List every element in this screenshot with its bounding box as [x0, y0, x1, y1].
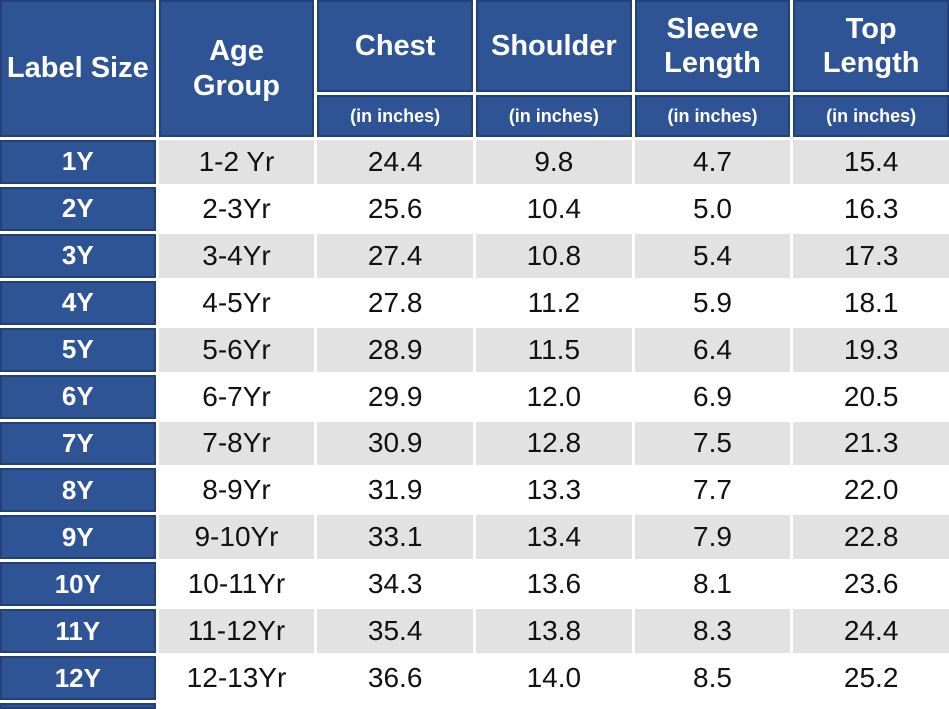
sleeve-length-cell: 8.3: [634, 609, 791, 654]
shoulder-cell: 9.8: [476, 140, 632, 184]
sleeve-length-cell: 6.4: [634, 327, 791, 372]
age-group-cell: 7-8Yr: [158, 421, 315, 466]
label-size-cell: 12Y: [0, 656, 156, 700]
shoulder-cell: 12.8: [476, 421, 632, 466]
chest-cell: 31.9: [317, 468, 473, 513]
age-group-cell: 1-2 Yr: [158, 140, 315, 184]
label-size-cell: 10Y: [0, 562, 156, 607]
top-length-cell: 18.1: [793, 280, 949, 325]
header-subcell-top-units: (in inches): [793, 95, 949, 137]
sleeve-length-cell: 7.5: [634, 421, 791, 466]
shoulder-cell: 13.6: [476, 562, 632, 607]
header-subcell-chest-units: (in inches): [317, 95, 473, 137]
label-size-cell: 3Y: [0, 233, 156, 278]
age-group-cell: 6-7Yr: [158, 374, 315, 419]
chest-cell: 36.6: [317, 656, 473, 700]
label-size-cell: 7Y: [0, 421, 156, 466]
shoulder-cell: 10.4: [476, 186, 632, 231]
age-group-cell: 5-6Yr: [158, 327, 315, 372]
top-length-cell: 20.5: [793, 374, 949, 419]
header-cell-shoulder: Shoulder: [476, 0, 632, 92]
label-size-cell: 6Y: [0, 374, 156, 419]
sleeve-length-cell: 5.9: [634, 280, 791, 325]
top-length-cell: 22.8: [793, 515, 949, 560]
header-cell-chest: Chest: [317, 0, 473, 92]
partial-next-row-cell: [0, 703, 156, 709]
shoulder-cell: 13.4: [476, 515, 632, 560]
label-size-cell: 9Y: [0, 515, 156, 560]
shoulder-cell: 11.2: [476, 280, 632, 325]
sleeve-length-cell: 7.7: [634, 468, 791, 513]
age-group-cell: 2-3Yr: [158, 186, 315, 231]
header-cell-label-size: Label Size: [0, 0, 156, 137]
sleeve-length-cell: 5.4: [634, 233, 791, 278]
label-size-cell: 4Y: [0, 280, 156, 325]
chest-cell: 27.8: [317, 280, 473, 325]
shoulder-cell: 13.8: [476, 609, 632, 654]
top-length-cell: 24.4: [793, 609, 949, 654]
chest-cell: 24.4: [317, 140, 473, 184]
chest-cell: 30.9: [317, 421, 473, 466]
age-group-cell: 8-9Yr: [158, 468, 315, 513]
label-size-cell: 8Y: [0, 468, 156, 513]
header-cell-top-length: Top Length: [793, 0, 949, 92]
age-group-cell: 10-11Yr: [158, 562, 315, 607]
top-length-cell: 17.3: [793, 233, 949, 278]
top-length-cell: 19.3: [793, 327, 949, 372]
sleeve-length-cell: 8.5: [634, 656, 791, 700]
age-group-cell: 11-12Yr: [158, 609, 315, 654]
age-group-cell: 4-5Yr: [158, 280, 315, 325]
shoulder-cell: 11.5: [476, 327, 632, 372]
shoulder-cell: 14.0: [476, 656, 632, 700]
top-length-cell: 21.3: [793, 421, 949, 466]
header-subcell-shoulder-units: (in inches): [476, 95, 632, 137]
header-cell-age-group: Age Group: [158, 0, 315, 137]
sleeve-length-cell: 5.0: [634, 186, 791, 231]
top-length-cell: 23.6: [793, 562, 949, 607]
sleeve-length-cell: 7.9: [634, 515, 791, 560]
chest-cell: 33.1: [317, 515, 473, 560]
chest-cell: 28.9: [317, 327, 473, 372]
top-length-cell: 25.2: [793, 656, 949, 700]
chest-cell: 34.3: [317, 562, 473, 607]
label-size-cell: 5Y: [0, 327, 156, 372]
chest-cell: 35.4: [317, 609, 473, 654]
chest-cell: 29.9: [317, 374, 473, 419]
sleeve-length-cell: 8.1: [634, 562, 791, 607]
shoulder-cell: 10.8: [476, 233, 632, 278]
label-size-cell: 1Y: [0, 140, 156, 184]
sleeve-length-cell: 6.9: [634, 374, 791, 419]
chest-cell: 25.6: [317, 186, 473, 231]
header-cell-sleeve-length: Sleeve Length: [634, 0, 791, 92]
sleeve-length-cell: 4.7: [634, 140, 791, 184]
shoulder-cell: 13.3: [476, 468, 632, 513]
age-group-cell: 3-4Yr: [158, 233, 315, 278]
age-group-cell: 12-13Yr: [158, 656, 315, 700]
header-subcell-sleeve-units: (in inches): [634, 95, 791, 137]
chest-cell: 27.4: [317, 233, 473, 278]
age-group-cell: 9-10Yr: [158, 515, 315, 560]
label-size-cell: 11Y: [0, 609, 156, 654]
label-size-cell: 2Y: [0, 186, 156, 231]
top-length-cell: 22.0: [793, 468, 949, 513]
top-length-cell: 15.4: [793, 140, 949, 184]
top-length-cell: 16.3: [793, 186, 949, 231]
shoulder-cell: 12.0: [476, 374, 632, 419]
